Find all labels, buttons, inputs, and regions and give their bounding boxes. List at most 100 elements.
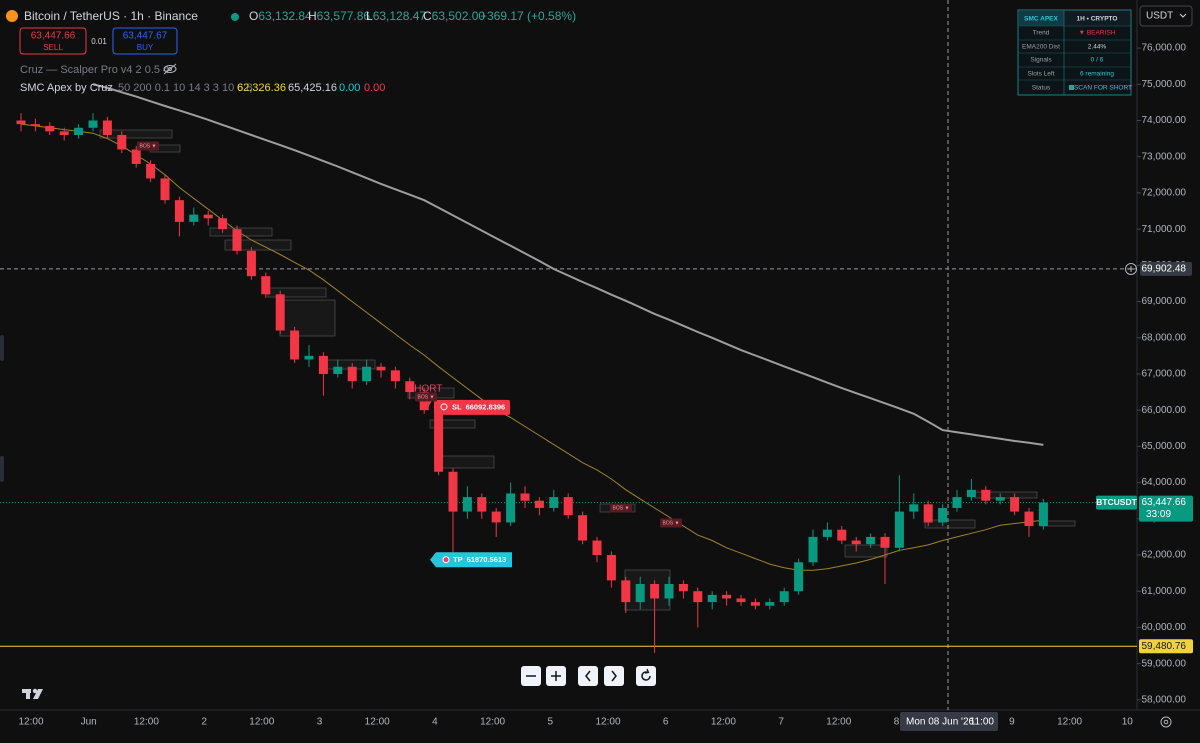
price-line-box: [1139, 639, 1193, 654]
candle-body: [117, 134, 127, 150]
order-block: [624, 569, 671, 611]
x-tick-label: 5: [548, 717, 554, 728]
ohlc-legend: O63,132.84 H63,577.86 L63,128.47 C63,502…: [249, 9, 576, 23]
candle-body: [59, 131, 69, 135]
scroll-left-button[interactable]: [578, 666, 598, 686]
candle-body: [664, 583, 674, 599]
scroll-right-button[interactable]: [604, 666, 624, 686]
y-tick-label: 65,000.00: [1142, 441, 1187, 452]
reset-button[interactable]: [636, 666, 656, 686]
y-tick-label: 60,000.00: [1142, 622, 1187, 633]
currency: USDT: [1146, 11, 1173, 22]
x-tick-label: 6: [663, 717, 669, 728]
sl-key: SL: [452, 402, 462, 411]
candle-body: [995, 497, 1005, 501]
tp-icon: [442, 556, 450, 564]
zoom-controls: [521, 666, 656, 686]
candle-body: [88, 120, 98, 128]
x-tick-label: 12:00: [595, 717, 620, 728]
order-block: [844, 544, 888, 558]
crosshair-time: 11:00: [970, 717, 995, 728]
tp-key: TP: [453, 555, 463, 564]
symbol-box: [1096, 495, 1137, 510]
candle-body: [822, 529, 832, 537]
tp-box: [430, 552, 512, 568]
candle-body: [765, 602, 775, 606]
dropdown-arrow: [1179, 13, 1187, 18]
panel-value: 6 remaining: [1080, 71, 1114, 78]
sl-value: 66092.8396: [466, 402, 506, 411]
candle-body: [966, 489, 976, 498]
candle-body: [534, 500, 544, 508]
panel-key: Status: [1032, 85, 1051, 92]
candle-body: [347, 366, 357, 382]
y-tick-label: 64,000.00: [1142, 477, 1187, 488]
bos-label: BOS ▼: [663, 520, 680, 526]
candle-body: [477, 497, 487, 512]
candle-body: [866, 536, 876, 545]
candle-body: [160, 178, 170, 201]
candle-body: [290, 330, 300, 360]
y-tick-label: 68,000.00: [1142, 332, 1187, 343]
x-tick-label: 4: [432, 717, 438, 728]
x-tick-label: 12:00: [365, 717, 390, 728]
symbol-label: BTCUSDT: [1096, 497, 1137, 507]
status-panel: SMC APEX 1H • CRYPTO Trend ▼ BEARISH EMA…: [1017, 9, 1132, 96]
crosshair-add[interactable]: [1125, 263, 1137, 275]
candle-body: [376, 366, 386, 371]
logo: [22, 688, 43, 699]
ohlc-key: H: [308, 9, 317, 23]
panel-header: [1019, 11, 1064, 26]
candle-body: [491, 511, 501, 523]
y-tick-label: 73,000.00: [1142, 151, 1187, 162]
candle-body: [362, 366, 372, 382]
sl-icon: [440, 403, 448, 411]
candle-body: [592, 540, 602, 556]
sl-box: [434, 399, 510, 415]
coin-icon: [6, 10, 18, 22]
indicator-line: [20, 123, 1044, 571]
ohlc-value: 63,128.47: [373, 9, 427, 23]
panel-key: Signals: [1030, 57, 1052, 64]
indicator-value: 0.00: [364, 82, 385, 94]
candle-body: [16, 120, 26, 125]
tp-label: TP 61870.5613: [453, 555, 506, 564]
candle-body: [304, 355, 314, 360]
candle-body: [218, 218, 228, 230]
crosshair-price-box: [1140, 261, 1192, 276]
bos-box: [610, 503, 632, 513]
settings-icon[interactable]: [1160, 716, 1172, 728]
sell-label: SELL: [43, 43, 63, 52]
candle-body: [563, 497, 573, 516]
bos-label: BOS ▼: [418, 394, 435, 400]
bos-box: [415, 392, 437, 402]
order-block: [924, 519, 976, 529]
indicator-value: 0.00: [339, 82, 360, 94]
candle-body: [578, 515, 588, 541]
panel-title: SMC APEX: [1024, 16, 1058, 23]
eye-icon[interactable]: [163, 63, 177, 75]
currency-button[interactable]: [1139, 5, 1193, 27]
candle-body: [318, 355, 328, 374]
side-handle: [0, 335, 4, 361]
crosshair-date: Mon 08 Jun '26: [906, 717, 975, 728]
candle-body: [750, 602, 760, 606]
buy-button[interactable]: [112, 27, 178, 55]
x-tick-label: 12:00: [249, 717, 274, 728]
bos-label: BOS ▼: [140, 143, 157, 149]
candle-body: [174, 200, 184, 222]
y-tick-label: 67,000.00: [1142, 369, 1187, 380]
y-tick-label: 71,000.00: [1142, 224, 1187, 235]
plot: [0, 0, 1137, 710]
panel-value: 2.44%: [1088, 44, 1107, 51]
panel-value: SCAN FOR SHORT: [1074, 85, 1132, 92]
candle-body: [45, 125, 55, 132]
candle-body: [837, 529, 847, 541]
side-handle: [0, 456, 4, 482]
bos-label: BOS ▼: [613, 505, 630, 511]
x-tick-label: Jun: [81, 717, 97, 728]
indicator-name: SMC Apex by Cruz: [20, 82, 113, 94]
candle-body: [894, 511, 904, 548]
sell-button[interactable]: [19, 27, 87, 55]
